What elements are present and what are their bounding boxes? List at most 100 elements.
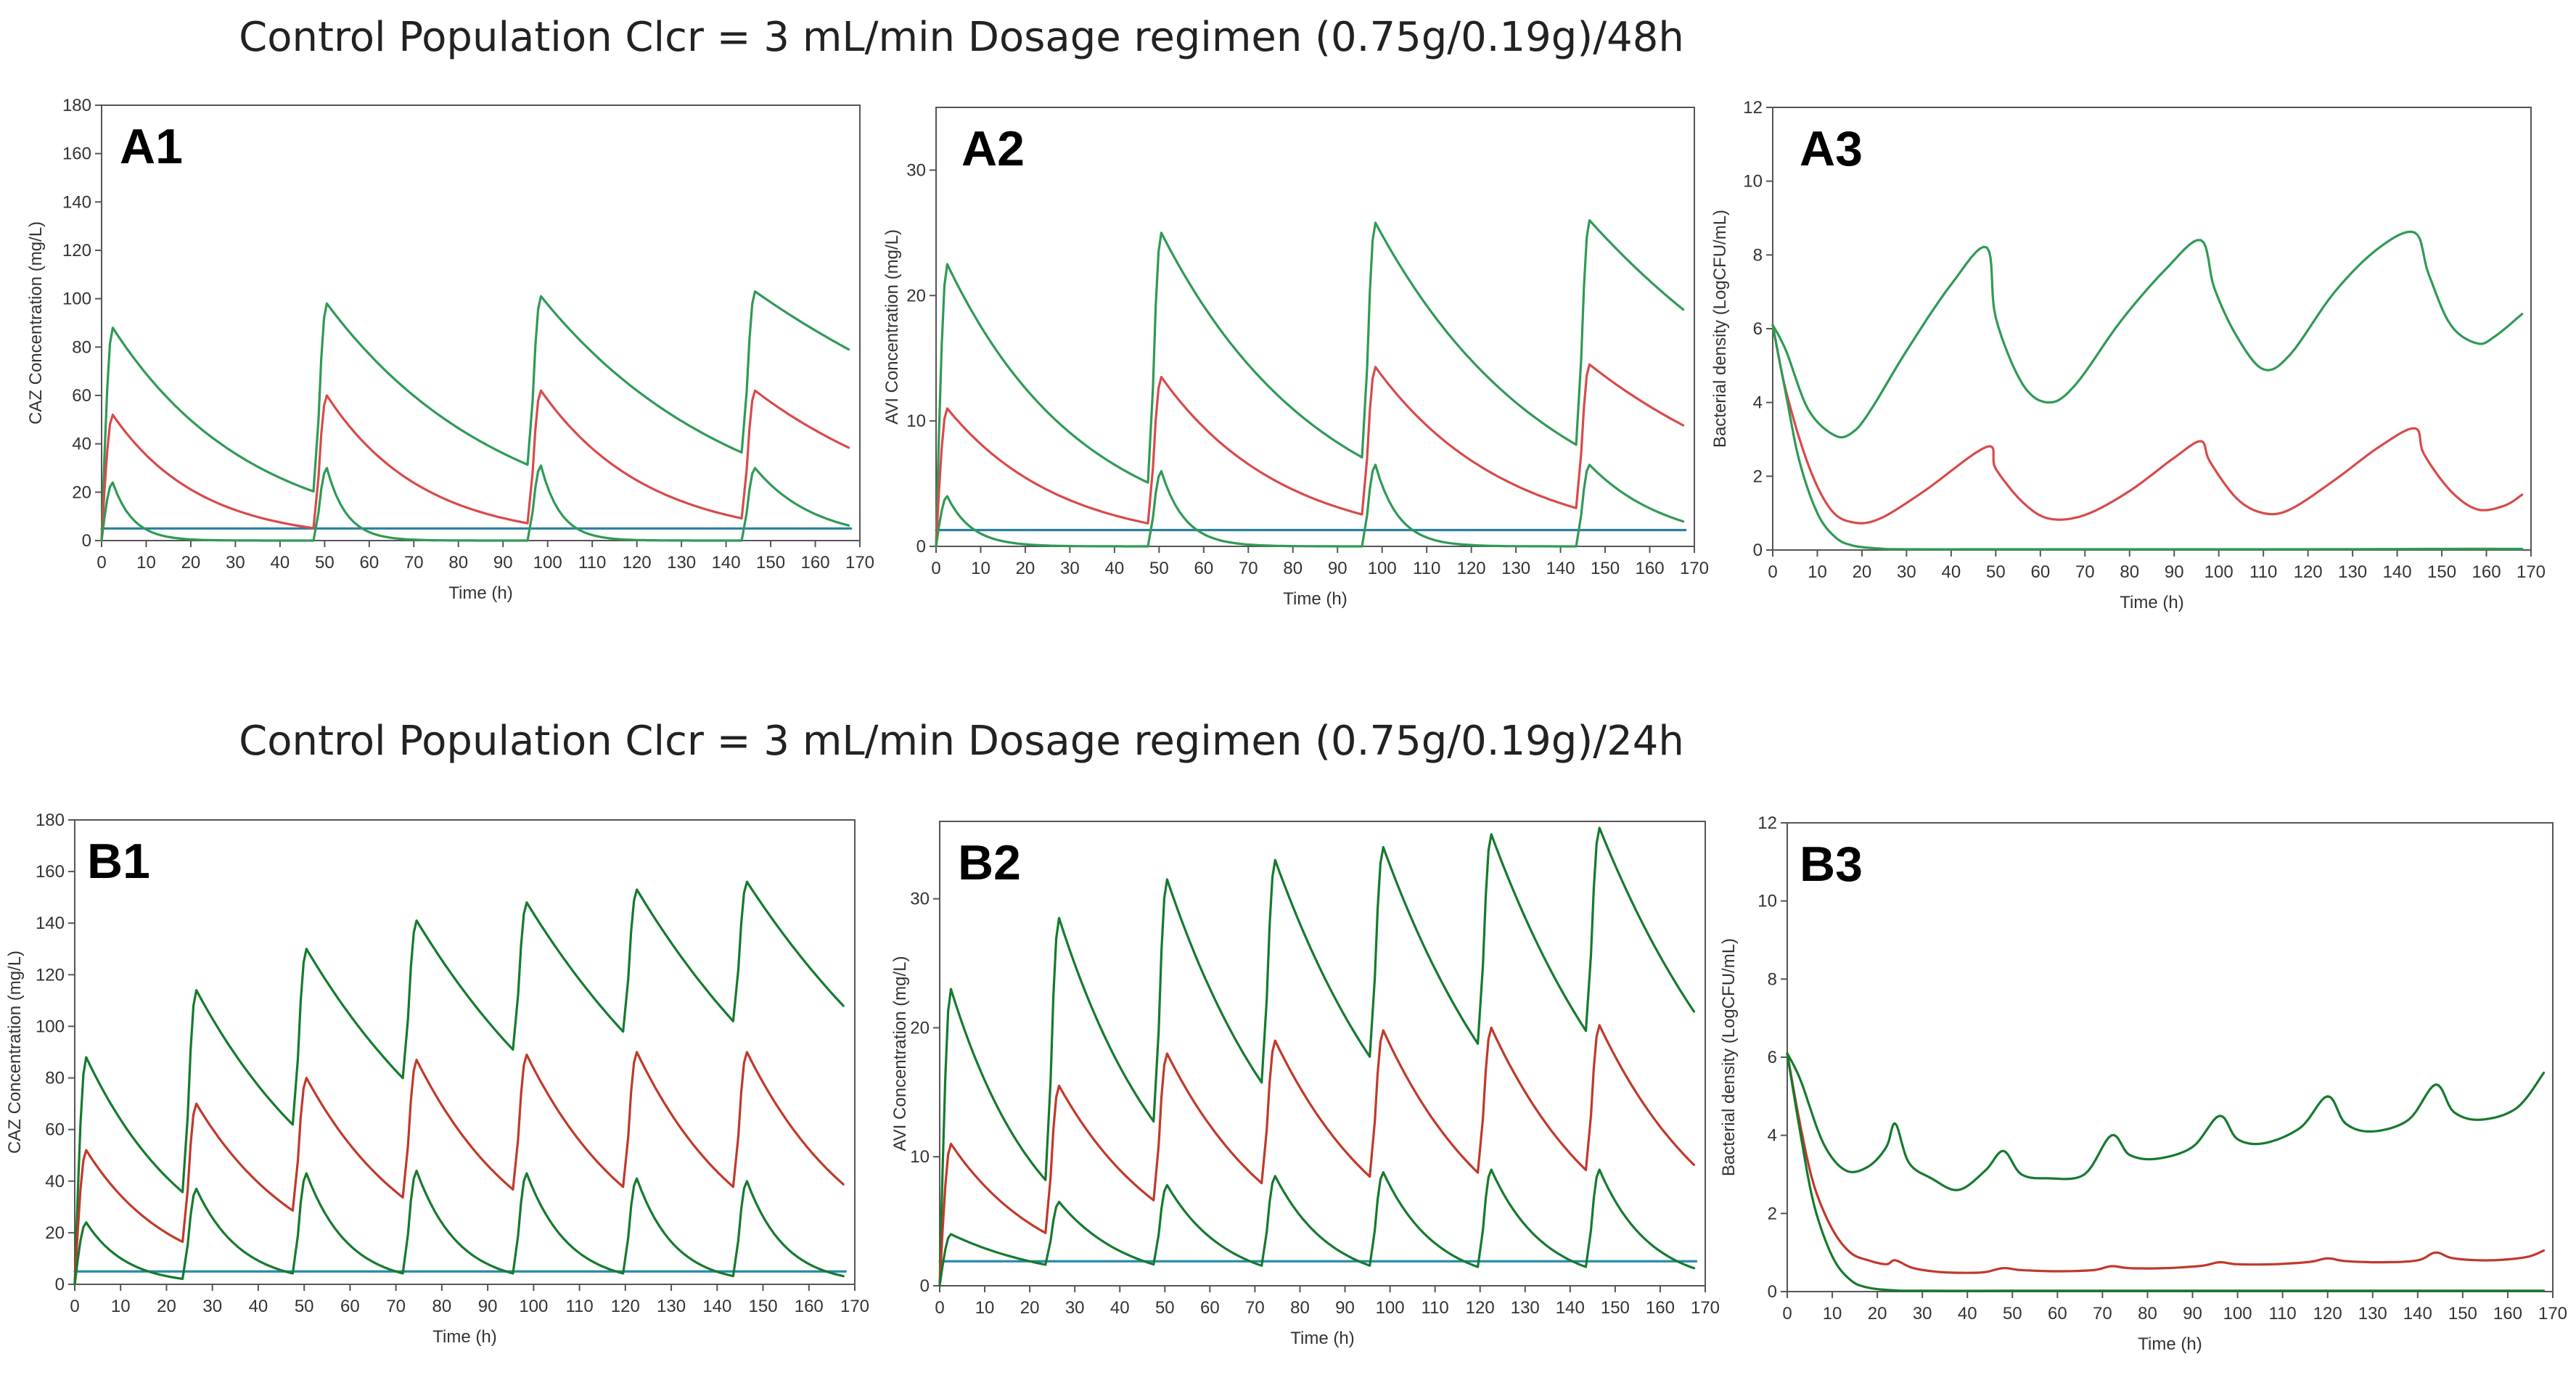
x-tick-label: 170 bbox=[840, 1297, 869, 1316]
upper-percentile-line bbox=[1786, 1052, 2546, 1191]
x-tick-label: 160 bbox=[795, 1297, 824, 1316]
x-tick-label: 40 bbox=[271, 553, 290, 573]
x-tick-label: 170 bbox=[2538, 1304, 2567, 1324]
y-tick-label: 140 bbox=[36, 914, 65, 933]
x-tick-label: 10 bbox=[975, 1298, 995, 1318]
x-tick-label: 120 bbox=[2294, 562, 2323, 582]
lower-percentile-line bbox=[1786, 1052, 2546, 1292]
x-tick-label: 0 bbox=[931, 559, 940, 578]
x-tick-label: 100 bbox=[519, 1297, 548, 1316]
y-tick-label: 20 bbox=[906, 286, 926, 305]
chart-b2: 0 10 20 30 40 50 60 70 80 90 100 110 120 130 140 150 160… bbox=[890, 821, 1720, 1348]
x-tick-label: 80 bbox=[448, 553, 468, 573]
plot-frame bbox=[1772, 107, 2532, 551]
x-tick-label: 150 bbox=[749, 1297, 778, 1316]
y-tick-label: 120 bbox=[36, 965, 65, 985]
y-tick-label: 10 bbox=[1757, 892, 1777, 911]
x-tick-label: 100 bbox=[1376, 1298, 1405, 1318]
y-tick-label: 40 bbox=[72, 435, 91, 454]
upper-percentile-line bbox=[938, 826, 1696, 1287]
panel-label: B2 bbox=[958, 835, 1021, 890]
lower-percentile-line bbox=[100, 464, 850, 542]
x-tick-label: 170 bbox=[2516, 562, 2546, 582]
x-tick-label: 110 bbox=[565, 1297, 593, 1316]
x-tick-label: 90 bbox=[1328, 559, 1348, 578]
x-tick-label: 170 bbox=[1680, 559, 1709, 578]
lower-percentile-line bbox=[938, 1168, 1696, 1287]
y-tick-label: 8 bbox=[1768, 969, 1777, 989]
x-tick-label: 70 bbox=[2075, 562, 2095, 582]
x-tick-label: 140 bbox=[712, 553, 741, 573]
plot-frame bbox=[935, 107, 1695, 547]
y-tick-label: 40 bbox=[45, 1172, 65, 1191]
y-tick-label: 0 bbox=[82, 531, 91, 551]
x-tick-label: 20 bbox=[1868, 1304, 1887, 1324]
x-tick-label: 20 bbox=[1853, 562, 1872, 582]
x-tick-label: 50 bbox=[2003, 1304, 2022, 1324]
y-tick-label: 0 bbox=[55, 1275, 65, 1294]
y-tick-label: 4 bbox=[1753, 393, 1763, 413]
x-tick-label: 130 bbox=[1501, 559, 1530, 578]
y-tick-label: 0 bbox=[920, 1276, 930, 1296]
y-tick-label: 80 bbox=[45, 1069, 65, 1088]
x-tick-label: 50 bbox=[315, 553, 335, 573]
x-tick-label: 30 bbox=[1913, 1304, 1932, 1324]
x-tick-label: 70 bbox=[386, 1297, 406, 1316]
x-tick-label: 60 bbox=[340, 1297, 360, 1316]
y-tick-label: 20 bbox=[910, 1018, 930, 1038]
x-axis-label: Time (h) bbox=[448, 583, 512, 603]
x-tick-label: 40 bbox=[1105, 559, 1125, 578]
x-tick-label: 150 bbox=[2448, 1304, 2477, 1324]
x-tick-label: 20 bbox=[157, 1297, 176, 1316]
x-tick-label: 110 bbox=[2269, 1304, 2297, 1324]
x-tick-label: 70 bbox=[404, 553, 424, 573]
x-tick-label: 120 bbox=[2313, 1304, 2342, 1324]
x-tick-label: 0 bbox=[1782, 1304, 1792, 1324]
x-tick-label: 70 bbox=[1245, 1298, 1265, 1318]
x-tick-label: 40 bbox=[249, 1297, 268, 1316]
x-tick-label: 30 bbox=[1897, 562, 1916, 582]
x-tick-label: 100 bbox=[1368, 559, 1397, 578]
y-axis-label: AVI Concentration (mg/L) bbox=[882, 229, 902, 424]
y-tick-label: 180 bbox=[36, 810, 65, 830]
x-tick-label: 20 bbox=[181, 553, 201, 573]
median-line bbox=[100, 389, 850, 542]
y-tick-label: 8 bbox=[1753, 245, 1763, 265]
y-tick-label: 20 bbox=[45, 1223, 65, 1243]
panel-label: A2 bbox=[961, 121, 1025, 176]
x-tick-label: 50 bbox=[1155, 1298, 1175, 1318]
x-axis-label: Time (h) bbox=[432, 1327, 496, 1347]
x-tick-label: 0 bbox=[935, 1298, 944, 1318]
x-tick-label: 130 bbox=[657, 1297, 686, 1316]
x-tick-label: 90 bbox=[478, 1297, 498, 1316]
y-axis-label: AVI Concentration (mg/L) bbox=[890, 956, 910, 1151]
x-tick-label: 160 bbox=[1646, 1298, 1675, 1318]
x-axis-label: Time (h) bbox=[1290, 1329, 1354, 1348]
x-tick-label: 140 bbox=[702, 1297, 731, 1316]
y-axis-label: Bacterial density (LogCFU/mL) bbox=[1710, 210, 1730, 448]
y-axis-label: Bacterial density (LogCFU/mL) bbox=[1719, 938, 1739, 1176]
x-tick-label: 40 bbox=[1110, 1298, 1130, 1318]
x-tick-label: 40 bbox=[1958, 1304, 1977, 1324]
lower-percentile-line bbox=[935, 464, 1685, 548]
x-tick-label: 150 bbox=[1591, 559, 1620, 578]
x-tick-label: 110 bbox=[2249, 562, 2277, 582]
y-tick-label: 0 bbox=[1753, 541, 1763, 560]
plot-frame bbox=[1787, 822, 2554, 1292]
x-tick-label: 90 bbox=[493, 553, 513, 573]
upper-percentile-line bbox=[1771, 230, 2524, 439]
median-line bbox=[1771, 324, 2524, 525]
upper-percentile-line bbox=[100, 290, 850, 542]
y-tick-label: 180 bbox=[62, 96, 91, 115]
y-tick-label: 10 bbox=[1743, 172, 1763, 192]
median-line bbox=[935, 363, 1685, 548]
x-tick-label: 110 bbox=[578, 553, 606, 573]
upper-percentile-line bbox=[73, 880, 845, 1286]
x-tick-label: 0 bbox=[70, 1297, 79, 1316]
y-axis-label: CAZ Concentration (mg/L) bbox=[5, 951, 25, 1154]
x-tick-label: 130 bbox=[2338, 562, 2367, 582]
y-tick-label: 10 bbox=[910, 1147, 930, 1167]
y-tick-label: 80 bbox=[72, 337, 91, 357]
x-tick-label: 80 bbox=[2138, 1304, 2157, 1324]
